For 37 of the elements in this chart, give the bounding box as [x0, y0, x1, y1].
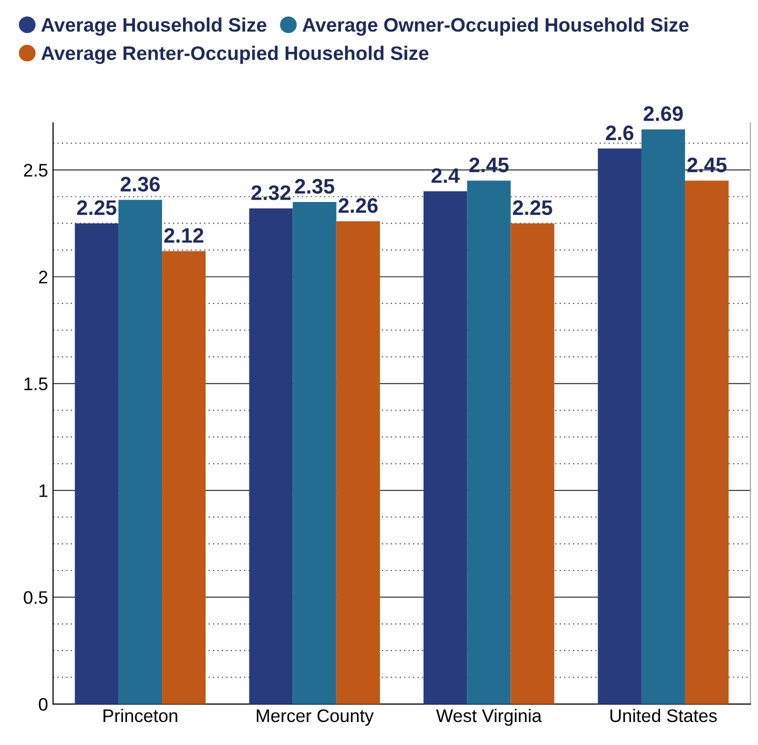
x-tick-label: West Virginia [436, 708, 542, 726]
bar [641, 129, 686, 704]
bar [249, 208, 293, 704]
data-label: 2.25 [512, 200, 552, 216]
legend-label: Average Household Size [41, 18, 266, 36]
y-tick-label: 2.5 [24, 164, 48, 177]
bar [467, 180, 511, 704]
bar [74, 223, 118, 704]
data-label: 2.12 [164, 228, 204, 243]
y-tick-label: 0 [38, 698, 48, 711]
bar [424, 191, 468, 704]
data-label: 2.45 [687, 158, 727, 172]
bar [598, 148, 642, 704]
data-label: 2.6 [606, 126, 634, 140]
data-label: 2.25 [77, 200, 116, 216]
data-label: 2.36 [120, 176, 160, 192]
y-tick-label: 1 [40, 484, 48, 497]
legend-label: Average Owner-Occupied Household Size [302, 18, 689, 36]
data-label: 2.32 [251, 185, 290, 200]
bar [336, 221, 380, 704]
bar [118, 200, 162, 704]
data-label: 2.26 [338, 198, 378, 213]
bar [162, 251, 206, 704]
x-tick-label: United States [610, 708, 717, 722]
data-label: 2.69 [644, 106, 683, 122]
y-tick-label: 0.5 [24, 591, 48, 604]
data-label: 2.45 [469, 158, 509, 172]
x-tick-label: Mercer County [256, 709, 374, 726]
data-label: 2.4 [432, 168, 460, 183]
y-tick-label: 2 [39, 270, 48, 284]
bar [510, 223, 554, 704]
x-tick-label: Princeton [104, 708, 178, 722]
data-label: 2.35 [295, 178, 334, 194]
bar [292, 202, 336, 704]
y-tick-label: 1.5 [24, 378, 48, 390]
bar [685, 180, 729, 704]
legend-label: Average Renter-Occupied Household Size [41, 46, 428, 64]
